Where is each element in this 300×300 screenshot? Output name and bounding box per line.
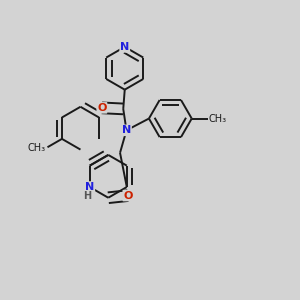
Text: CH₃: CH₃ [28, 143, 46, 153]
Text: CH₃: CH₃ [209, 114, 227, 124]
Text: N: N [122, 125, 131, 135]
Text: O: O [123, 190, 133, 201]
Text: H: H [83, 191, 92, 201]
Text: O: O [97, 103, 106, 113]
Text: N: N [120, 42, 129, 52]
Text: N: N [85, 182, 94, 192]
